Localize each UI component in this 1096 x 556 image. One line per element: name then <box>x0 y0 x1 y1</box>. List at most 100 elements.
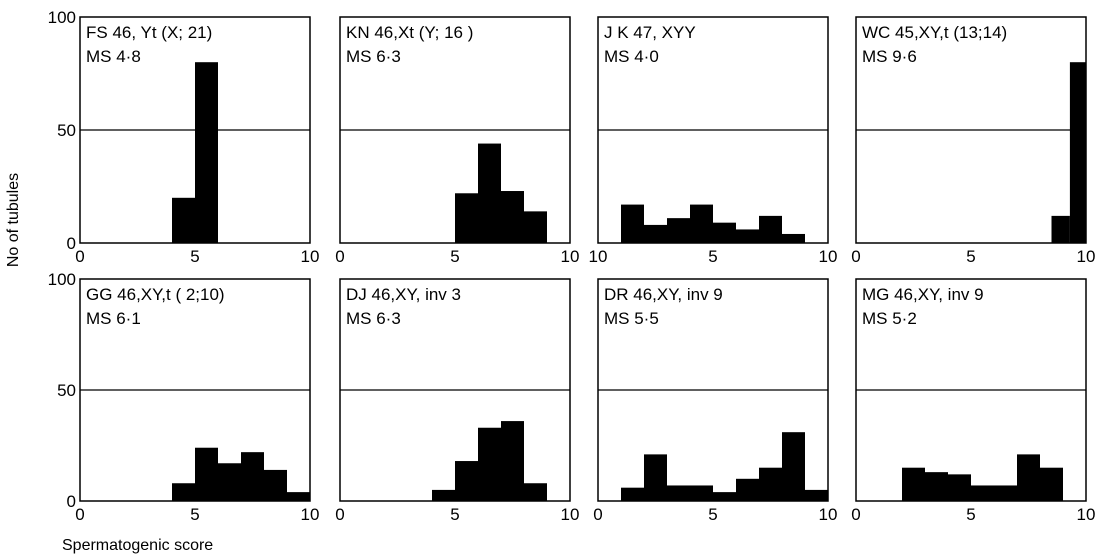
histogram-bar <box>501 191 524 243</box>
histogram-bar <box>644 224 667 243</box>
y-axis-label: No of tubules <box>5 173 22 267</box>
y-tick-label: 100 <box>48 8 76 27</box>
x-tick-label: 0 <box>593 505 602 524</box>
panel-label: MG 46,XY, inv 9 <box>862 285 984 304</box>
y-tick-label: 0 <box>67 492 76 511</box>
histogram-panel: KN 46,Xt (Y; 16 ) MS 6·3 0 5 10 <box>335 16 580 266</box>
histogram-bar <box>690 485 713 501</box>
x-tick-label: 5 <box>708 505 717 524</box>
panel-label: J K 47, XYY <box>604 23 696 42</box>
histogram-bar <box>478 143 501 243</box>
x-tick-label: 0 <box>335 247 344 266</box>
panel-mean-score: MS 5·5 <box>604 309 659 328</box>
histogram-bar <box>902 467 925 501</box>
panel-label: WC 45,XY,t (13;14) <box>862 23 1007 42</box>
histogram-bar <box>736 229 759 243</box>
panel-mean-score: MS 9·6 <box>862 47 917 66</box>
histogram-bar <box>621 204 644 243</box>
x-tick-label: 10 <box>561 505 580 524</box>
histogram-bar <box>690 204 713 243</box>
histogram-panel: J K 47, XYY MS 4·0 10 5 10 <box>589 16 838 266</box>
panel-label: DR 46,XY, inv 9 <box>604 285 723 304</box>
histogram-bar <box>478 427 501 501</box>
histogram-bar <box>1051 215 1070 243</box>
histogram-bar <box>287 492 310 501</box>
histogram-bar <box>782 432 805 501</box>
panel-label: DJ 46,XY, inv 3 <box>346 285 461 304</box>
histogram-bar <box>948 474 971 501</box>
x-tick-label: 5 <box>966 505 975 524</box>
histogram-bar <box>736 478 759 501</box>
x-tick-label: 5 <box>450 247 459 266</box>
x-tick-label: 5 <box>190 505 199 524</box>
panel-mean-score: MS 4·8 <box>86 47 141 66</box>
y-tick-label: 50 <box>57 121 76 140</box>
x-tick-label: 0 <box>335 505 344 524</box>
x-tick-label: 10 <box>301 247 320 266</box>
histogram-bar <box>218 463 241 501</box>
y-tick-label: 0 <box>67 234 76 253</box>
histogram-bar <box>713 492 736 501</box>
histogram-bar <box>1040 467 1063 501</box>
x-tick-label: 5 <box>708 247 717 266</box>
histogram-bar <box>455 461 478 501</box>
histogram-bar <box>971 485 994 501</box>
histogram-panel: DR 46,XY, inv 9 MS 5·5 0 5 10 <box>593 278 838 524</box>
x-tick-label: 10 <box>589 247 608 266</box>
panel-mean-score: MS 6·1 <box>86 309 141 328</box>
x-tick-label: 10 <box>301 505 320 524</box>
x-tick-label: 10 <box>1077 247 1096 266</box>
histogram-bar <box>432 489 455 501</box>
x-tick-label: 5 <box>450 505 459 524</box>
panel-mean-score: MS 6·3 <box>346 309 401 328</box>
x-axis-label: Spermatogenic score <box>62 537 213 554</box>
x-tick-label: 5 <box>190 247 199 266</box>
histogram-panel: WC 45,XY,t (13;14) MS 9·6 0 5 10 <box>851 16 1096 266</box>
histogram-bar <box>782 233 805 243</box>
histogram-panel: DJ 46,XY, inv 3 MS 6·3 0 5 10 <box>335 278 580 524</box>
histogram-bar <box>994 485 1017 501</box>
y-tick-label: 100 <box>48 270 76 289</box>
histogram-bar <box>501 421 524 501</box>
histogram-bar <box>172 197 195 243</box>
panel-mean-score: MS 6·3 <box>346 47 401 66</box>
x-tick-label: 5 <box>966 247 975 266</box>
histogram-bar <box>759 215 782 243</box>
x-tick-label: 10 <box>819 247 838 266</box>
x-tick-label: 0 <box>75 247 84 266</box>
histogram-bar <box>524 483 547 501</box>
panel-label: KN 46,Xt (Y; 16 ) <box>346 23 473 42</box>
histogram-bar <box>644 454 667 501</box>
x-tick-label: 0 <box>851 505 860 524</box>
histogram-panel: MG 46,XY, inv 9 MS 5·2 0 5 10 <box>851 278 1096 524</box>
y-tick-label: 50 <box>57 381 76 400</box>
histogram-bar <box>667 485 690 501</box>
histogram-bar <box>621 487 644 501</box>
histogram-bar <box>264 469 287 501</box>
x-tick-label: 10 <box>819 505 838 524</box>
panel-label: FS 46, Yt (X; 21) <box>86 23 212 42</box>
x-tick-label: 0 <box>75 505 84 524</box>
x-tick-label: 10 <box>561 247 580 266</box>
histogram-bar <box>1069 62 1086 244</box>
panel-label: GG 46,XY,t ( 2;10) <box>86 285 225 304</box>
histogram-bar <box>667 218 690 243</box>
histogram-bar <box>195 62 218 244</box>
x-tick-label: 10 <box>1077 505 1096 524</box>
panel-mean-score: MS 5·2 <box>862 309 917 328</box>
histogram-bar <box>524 211 547 243</box>
histogram-bar <box>713 222 736 243</box>
histogram-bar <box>455 193 478 243</box>
histogram-bar <box>241 452 264 501</box>
histogram-bar <box>195 447 218 501</box>
histogram-bar <box>172 483 195 501</box>
histogram-bar <box>805 489 828 501</box>
x-tick-label: 0 <box>851 247 860 266</box>
histogram-bar <box>759 467 782 501</box>
panel-mean-score: MS 4·0 <box>604 47 659 66</box>
histogram-bar <box>925 472 948 501</box>
